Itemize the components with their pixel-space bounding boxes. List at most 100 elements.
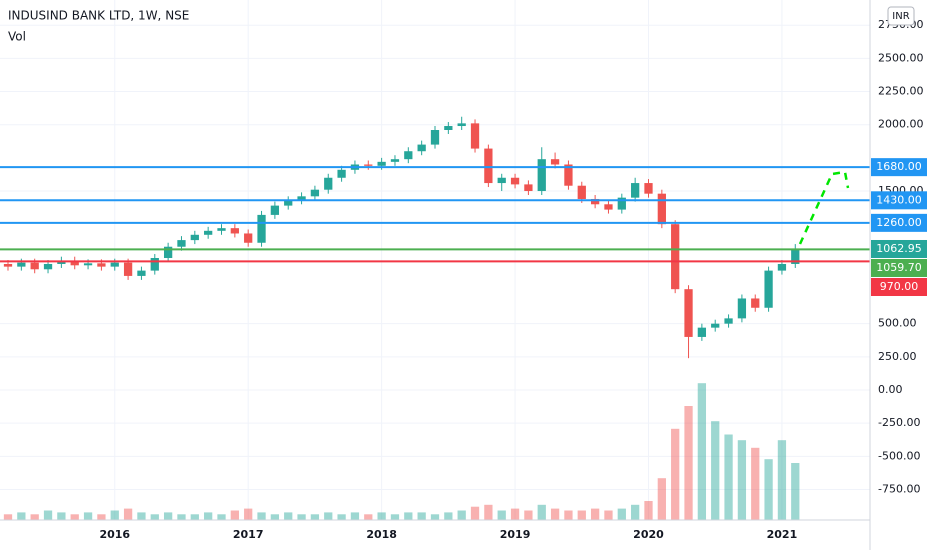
candle-body	[537, 159, 546, 192]
volume-bar	[284, 512, 293, 520]
volume-bar	[764, 459, 773, 520]
candle-body	[324, 177, 333, 190]
x-tick-label: 2019	[500, 528, 531, 541]
candle-body	[697, 327, 707, 337]
candle-body	[711, 323, 720, 328]
volume-bar	[484, 504, 493, 520]
volume-bar	[163, 512, 173, 520]
volume-bar	[390, 514, 400, 520]
volume-bar	[711, 421, 720, 520]
candle-body	[631, 183, 640, 198]
candle-body	[724, 318, 733, 324]
y-tick-label: -500.00	[878, 449, 920, 462]
candle-body	[497, 177, 506, 184]
y-tick-label: -250.00	[878, 416, 920, 429]
candle-body	[550, 159, 560, 165]
y-tick-label: 2250.00	[878, 85, 924, 98]
candle-body	[123, 262, 133, 276]
volume-bar	[230, 510, 239, 520]
level-label-box	[871, 277, 927, 296]
volume-bar	[17, 512, 26, 520]
volume-bar	[110, 510, 119, 520]
x-tick-label: 2021	[767, 528, 798, 541]
candle-body	[777, 263, 787, 271]
candle-body	[604, 204, 613, 210]
candle-body	[764, 270, 773, 308]
candle-body	[484, 148, 493, 184]
volume-bar	[470, 506, 480, 520]
candle-body	[310, 189, 320, 197]
current-price-label: 1062.95	[876, 242, 922, 255]
x-tick-label: 2017	[233, 528, 264, 541]
volume-bar	[324, 512, 333, 520]
volume-bar	[337, 514, 346, 520]
volume-bar	[524, 510, 533, 520]
volume-bar	[97, 514, 106, 520]
volume-bar	[550, 508, 560, 520]
volume-bar	[70, 514, 79, 520]
candle-body	[470, 123, 480, 149]
volume-bar	[404, 512, 413, 520]
candle-body	[564, 164, 573, 186]
candle-body	[70, 260, 79, 266]
candle-body	[524, 184, 533, 192]
level-label-box	[871, 258, 927, 277]
chart-title: INDUSIND BANK LTD, 1W, NSE	[8, 9, 189, 23]
volume-bar	[657, 478, 666, 520]
candle-body	[364, 164, 373, 166]
volume-bar	[204, 512, 213, 520]
candle-body	[244, 233, 253, 243]
current-price-label-box	[871, 239, 927, 258]
volume-bar	[724, 434, 733, 520]
candle-body	[30, 262, 39, 270]
volume-bar	[257, 512, 266, 520]
y-tick-label: -750.00	[878, 482, 920, 495]
candle-body	[177, 240, 186, 247]
volume-bar	[123, 508, 133, 520]
candle-body	[257, 214, 266, 243]
candle-body	[190, 234, 199, 241]
volume-bar	[83, 512, 93, 520]
level-label-box	[871, 213, 927, 232]
volume-bar	[564, 510, 573, 520]
level-label: 1059.70	[876, 261, 922, 274]
y-tick-label: 2000.00	[878, 118, 924, 131]
candle-body	[110, 262, 119, 267]
volume-bar	[137, 512, 146, 520]
currency[interactable]: INR	[892, 11, 909, 22]
candle-body	[150, 258, 159, 271]
candle-body	[751, 298, 760, 308]
volume-bar	[577, 510, 586, 520]
x-tick-label: 2016	[99, 528, 130, 541]
volume-bar	[297, 514, 306, 520]
volume-bar	[270, 514, 280, 520]
volume-bar	[777, 440, 787, 520]
currency-badge[interactable]	[887, 6, 915, 26]
level-label: 1430.00	[876, 193, 922, 206]
candle-body	[270, 205, 280, 215]
candle-body	[457, 123, 466, 127]
projection-arrow	[798, 170, 850, 245]
volume-bar	[617, 508, 626, 520]
y-tick-label: 500.00	[878, 317, 917, 330]
candle-body	[417, 144, 426, 152]
candle-body	[3, 263, 13, 267]
subtitle: Vol	[8, 30, 26, 44]
volume-bar	[457, 510, 466, 520]
candle-body	[444, 126, 453, 130]
volume-bar	[3, 514, 13, 520]
candle-body	[590, 198, 600, 205]
candle-body	[337, 169, 346, 178]
candle-body	[510, 177, 520, 185]
y-tick-label: 250.00	[878, 350, 917, 363]
volume-bar	[244, 508, 253, 520]
candle-body	[617, 197, 626, 210]
candle-body	[163, 246, 173, 259]
volume-bar	[537, 504, 546, 520]
volume-bar	[377, 512, 386, 520]
volume-bar	[350, 512, 360, 520]
candle-body	[97, 263, 106, 267]
volume-bar	[190, 514, 199, 520]
volume-bar	[644, 501, 653, 520]
